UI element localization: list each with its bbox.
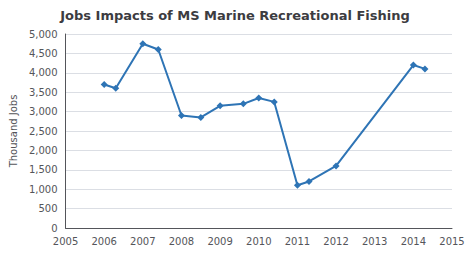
svg-text:1,500: 1,500 xyxy=(29,164,58,175)
svg-text:1,000: 1,000 xyxy=(29,184,58,195)
svg-text:0: 0 xyxy=(51,223,57,234)
svg-text:2009: 2009 xyxy=(207,236,232,247)
svg-text:Jobs Impacts of MS Marine Recr: Jobs Impacts of MS Marine Recreational F… xyxy=(59,8,410,23)
svg-text:500: 500 xyxy=(38,203,57,214)
svg-text:4,000: 4,000 xyxy=(29,67,58,78)
svg-text:2,000: 2,000 xyxy=(29,145,58,156)
svg-text:2011: 2011 xyxy=(285,236,310,247)
svg-text:4,500: 4,500 xyxy=(29,48,58,59)
svg-text:5,000: 5,000 xyxy=(29,29,58,40)
svg-text:2015: 2015 xyxy=(439,236,464,247)
svg-text:2013: 2013 xyxy=(362,236,387,247)
svg-text:2010: 2010 xyxy=(246,236,271,247)
svg-text:2005: 2005 xyxy=(53,236,78,247)
svg-text:3,500: 3,500 xyxy=(29,87,58,98)
svg-text:2012: 2012 xyxy=(323,236,348,247)
svg-text:2014: 2014 xyxy=(401,236,426,247)
svg-text:Thousand Jobs: Thousand Jobs xyxy=(8,95,19,169)
svg-text:3,000: 3,000 xyxy=(29,106,58,117)
svg-text:2007: 2007 xyxy=(130,236,155,247)
svg-text:2008: 2008 xyxy=(169,236,194,247)
svg-text:2006: 2006 xyxy=(91,236,116,247)
svg-text:2,500: 2,500 xyxy=(29,126,58,137)
